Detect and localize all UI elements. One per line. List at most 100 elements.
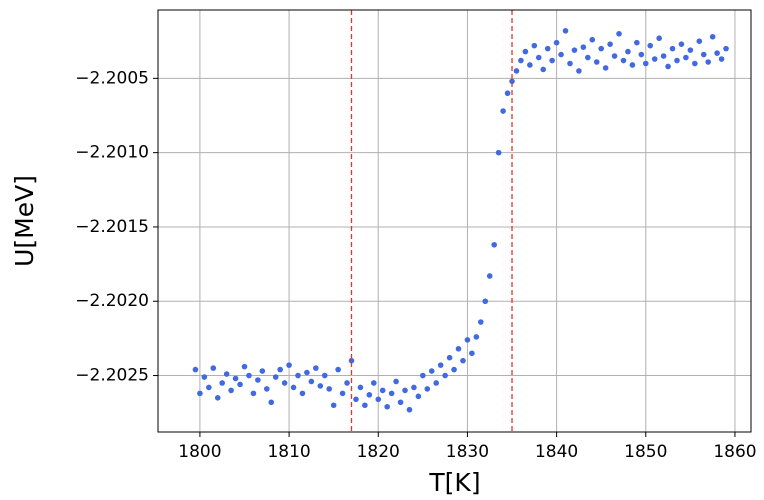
point xyxy=(580,44,587,50)
point xyxy=(277,366,283,373)
point xyxy=(598,45,604,52)
point xyxy=(638,51,645,58)
point xyxy=(478,319,484,325)
y-tick-label: −2.2025 xyxy=(75,366,149,386)
plot-frame xyxy=(157,9,752,433)
point xyxy=(362,402,368,409)
point xyxy=(723,45,729,52)
x-tick-label: 1850 xyxy=(624,442,667,462)
point xyxy=(263,386,270,392)
point xyxy=(228,387,234,394)
point xyxy=(482,298,489,305)
point xyxy=(232,375,239,382)
point xyxy=(593,59,600,65)
point xyxy=(683,54,689,61)
point xyxy=(553,39,560,46)
point xyxy=(674,57,680,64)
point xyxy=(544,45,551,52)
point xyxy=(625,48,631,55)
point xyxy=(705,59,711,65)
point xyxy=(540,66,547,73)
point xyxy=(433,380,440,386)
point xyxy=(634,39,640,46)
point xyxy=(344,380,350,386)
point xyxy=(509,78,515,85)
point xyxy=(576,68,582,74)
point xyxy=(281,380,288,386)
point xyxy=(335,366,341,373)
point xyxy=(286,362,292,368)
point xyxy=(522,48,529,55)
point xyxy=(317,383,324,389)
point xyxy=(558,51,564,58)
point xyxy=(255,377,261,383)
point xyxy=(669,45,676,52)
point xyxy=(206,384,212,391)
point xyxy=(402,387,408,394)
point xyxy=(308,378,315,385)
x-tick-label: 1830 xyxy=(446,442,489,462)
point xyxy=(687,47,694,53)
point xyxy=(451,366,457,373)
point xyxy=(210,365,217,371)
x-tick-label: 1800 xyxy=(178,442,221,462)
point xyxy=(531,42,538,49)
point xyxy=(192,366,199,373)
point xyxy=(223,371,230,377)
point xyxy=(304,369,310,376)
y-tick-label: −2.2015 xyxy=(75,217,149,237)
point xyxy=(660,53,667,59)
point xyxy=(518,57,524,64)
point xyxy=(397,399,404,406)
point xyxy=(393,378,399,385)
point xyxy=(513,68,520,74)
point xyxy=(491,241,497,248)
point xyxy=(473,334,480,340)
point xyxy=(718,56,725,62)
point xyxy=(420,372,426,379)
point xyxy=(611,53,618,59)
point xyxy=(527,62,533,68)
point xyxy=(437,362,444,368)
point xyxy=(567,60,573,67)
point xyxy=(571,47,578,53)
y-tick-label: −2.2005 xyxy=(75,68,149,88)
point xyxy=(326,386,333,392)
point xyxy=(348,357,355,364)
point xyxy=(709,33,716,40)
point xyxy=(299,390,306,397)
point xyxy=(406,406,413,413)
point xyxy=(259,368,266,374)
point xyxy=(197,390,203,397)
y-axis-label: U[MeV] xyxy=(10,175,39,267)
point xyxy=(339,390,346,397)
point xyxy=(504,90,511,97)
point xyxy=(241,363,248,370)
point xyxy=(696,38,703,45)
point xyxy=(379,387,386,394)
point xyxy=(375,396,382,403)
point xyxy=(620,57,627,64)
point xyxy=(272,374,279,380)
x-axis-label: T[K] xyxy=(428,468,480,497)
point xyxy=(602,65,609,71)
point xyxy=(250,390,257,397)
point xyxy=(415,393,422,400)
point xyxy=(500,108,506,114)
point xyxy=(442,372,448,379)
point xyxy=(651,56,658,62)
point xyxy=(428,368,435,374)
point xyxy=(486,273,493,279)
x-tick-label: 1820 xyxy=(357,442,400,462)
x-tick-label: 1840 xyxy=(535,442,578,462)
point xyxy=(629,62,636,68)
point xyxy=(464,337,471,343)
point xyxy=(460,357,466,364)
x-tick-label: 1810 xyxy=(267,442,310,462)
point xyxy=(585,54,591,61)
point xyxy=(535,54,542,61)
point xyxy=(388,390,395,397)
point xyxy=(549,57,555,64)
point xyxy=(384,403,390,410)
